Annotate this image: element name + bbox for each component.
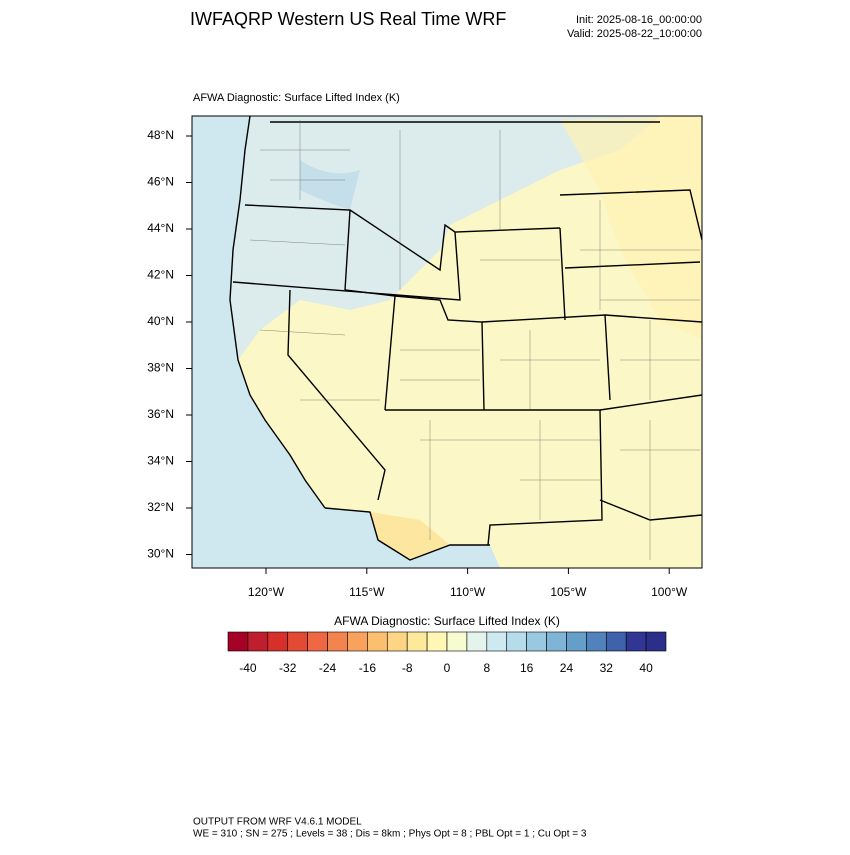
title: IWFAQRP Western US Real Time WRF [190, 9, 506, 29]
colorbar-label: 32 [600, 661, 614, 675]
colorbar: -40 -32 -24 -16 -8 0 8 16 24 32 40 [227, 631, 667, 675]
colorbar-box [327, 631, 348, 652]
colorbar-label: -40 [239, 661, 257, 675]
colorbar-box [586, 631, 607, 652]
colorbar-label: -32 [279, 661, 297, 675]
footer-line: WE = 310 ; SN = 275 ; Levels = 38 ; Dis … [193, 829, 587, 840]
colorbar-box [466, 631, 488, 652]
colorbar-box [247, 631, 269, 652]
colorbar-box [605, 631, 627, 652]
colorbar-box [546, 631, 567, 652]
lon-label: 120°W [248, 585, 285, 599]
valid-time: Valid: 2025-08-22_10:00:00 [567, 28, 702, 40]
colorbar-box [267, 631, 289, 652]
lon-label: 115°W [349, 585, 385, 599]
footer-line: OUTPUT FROM WRF V4.6.1 MODEL [193, 817, 362, 828]
colorbar-box [645, 631, 667, 652]
init-time: Init: 2025-08-16_00:00:00 [576, 14, 702, 26]
colorbar-label: -16 [359, 661, 377, 675]
lon-label: 100°W [651, 585, 688, 599]
colorbar-box [625, 631, 647, 652]
colorbar-box [486, 631, 508, 652]
lat-label: 30°N [147, 547, 174, 561]
lat-label: 34°N [147, 454, 174, 468]
map [191, 115, 703, 569]
colorbar-box [446, 631, 468, 652]
colorbar-box [406, 631, 428, 652]
colorbar-label: 24 [560, 661, 574, 675]
colorbar-box [227, 631, 249, 652]
colorbar-label: 8 [483, 661, 490, 675]
lat-label: 46°N [147, 175, 174, 189]
lat-label: 40°N [147, 314, 174, 328]
lon-labels: 120°W 115°W 110°W 105°W 100°W [248, 568, 688, 599]
colorbar-box [287, 631, 308, 652]
colorbar-box [506, 631, 527, 652]
lat-label: 38°N [147, 361, 174, 375]
colorbar-title: AFWA Diagnostic: Surface Lifted Index (K… [334, 614, 560, 628]
lat-label: 42°N [147, 268, 174, 282]
colorbar-box [566, 631, 587, 652]
colorbar-label: 40 [639, 661, 653, 675]
colorbar-box [386, 631, 408, 652]
lon-label: 110°W [450, 585, 486, 599]
lat-labels: 48°N 46°N 44°N 42°N 40°N 38°N 36°N 34°N 32°N 30°N [147, 128, 192, 561]
colorbar-label: -8 [402, 661, 413, 675]
lon-label: 105°W [550, 585, 587, 599]
colorbar-label: 0 [444, 661, 451, 675]
colorbar-box [426, 631, 448, 652]
lat-label: 32°N [147, 500, 174, 514]
colorbar-box [526, 631, 547, 652]
colorbar-label: 16 [520, 661, 534, 675]
colorbar-box [307, 631, 328, 652]
map-title: AFWA Diagnostic: Surface Lifted Index (K… [193, 92, 400, 104]
colorbar-label: -24 [319, 661, 337, 675]
lat-label: 48°N [147, 128, 174, 142]
lat-label: 36°N [147, 407, 174, 421]
lat-label: 44°N [147, 221, 174, 235]
colorbar-box [367, 631, 388, 652]
colorbar-box [347, 631, 368, 652]
